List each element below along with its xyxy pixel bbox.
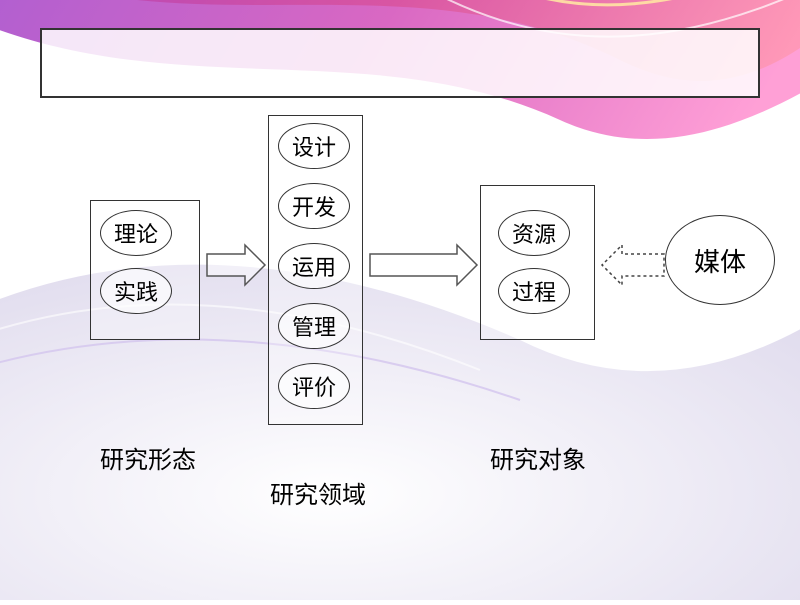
left-group-caption: 研究形态 <box>100 440 196 475</box>
center-group-node-4-label: 评价 <box>292 370 336 402</box>
right-group-node-0-label: 资源 <box>512 217 556 249</box>
left-group-node-1: 实践 <box>100 268 172 314</box>
left-group-node-0-label: 理论 <box>114 217 158 249</box>
media-ellipse-label: 媒体 <box>694 242 746 279</box>
left-group-node-1-label: 实践 <box>114 275 158 307</box>
center-group-node-3-label: 管理 <box>292 310 336 342</box>
center-group-node-2-label: 运用 <box>292 250 336 282</box>
title-box <box>40 28 760 98</box>
center-group-node-2: 运用 <box>278 243 350 289</box>
center-group-caption: 研究领域 <box>270 475 366 510</box>
right-group-box <box>480 185 595 340</box>
arrow-media-to-right <box>600 243 666 287</box>
center-group-node-1-label: 开发 <box>292 190 336 222</box>
center-group-node-4: 评价 <box>278 363 350 409</box>
center-group-node-0: 设计 <box>278 123 350 169</box>
arrow-center-to-right <box>368 243 479 287</box>
center-group-node-3: 管理 <box>278 303 350 349</box>
right-group-node-1-label: 过程 <box>512 275 556 307</box>
media-ellipse: 媒体 <box>665 215 775 305</box>
center-group-node-1: 开发 <box>278 183 350 229</box>
left-group-node-0: 理论 <box>100 210 172 256</box>
arrow-left-to-center <box>205 243 267 287</box>
right-group-caption: 研究对象 <box>490 440 586 475</box>
right-group-node-0: 资源 <box>498 210 570 256</box>
center-group-node-0-label: 设计 <box>292 130 336 162</box>
right-group-node-1: 过程 <box>498 268 570 314</box>
